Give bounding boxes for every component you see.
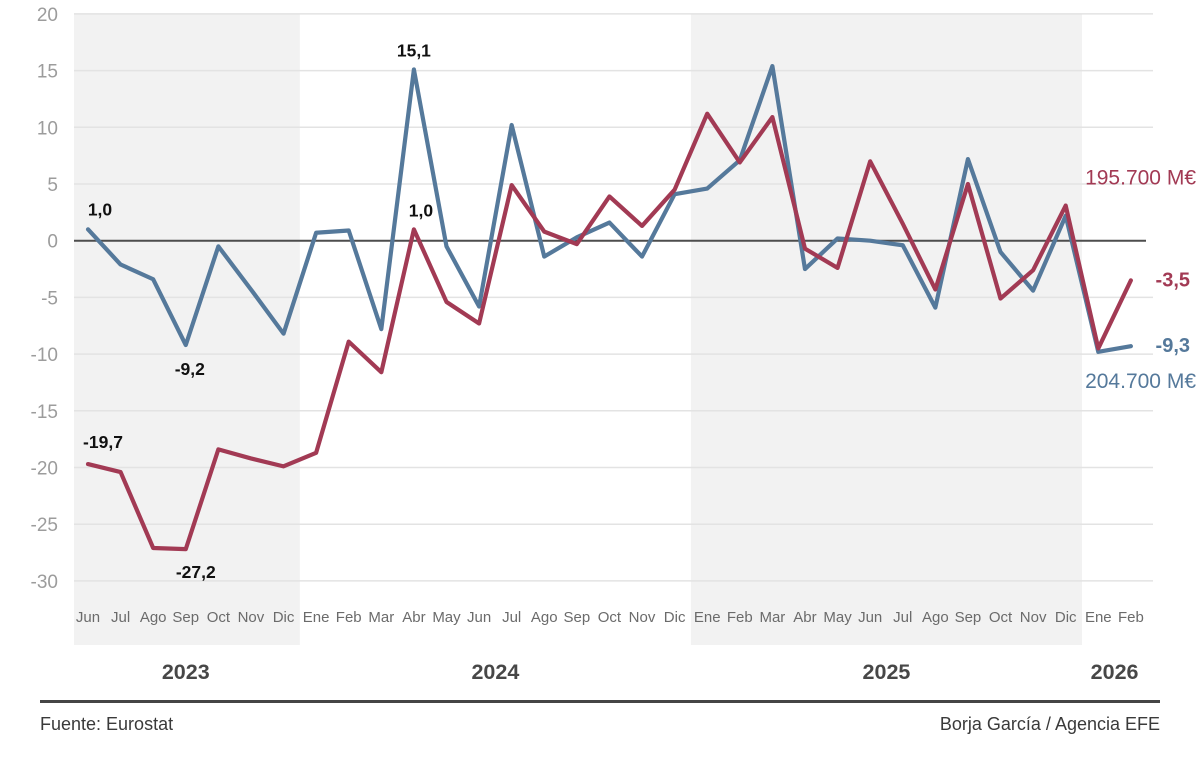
- line-chart: 20 15 10 5 0 -5 -10 -15 -20 -25 -30 Jun Jul Ago Sep Oct…: [31, 5, 1197, 684]
- month-label: Jul: [502, 609, 521, 626]
- month-label: Nov: [1020, 609, 1047, 626]
- month-label: Oct: [207, 609, 231, 626]
- y-tick-label-0: 0: [47, 232, 58, 253]
- month-label: Sep: [563, 609, 590, 626]
- month-label: Jun: [467, 609, 491, 626]
- y-tick-label--15: -15: [31, 402, 58, 423]
- credit-text: Borja García / Agencia EFE: [939, 714, 1160, 734]
- month-label: Nov: [238, 609, 265, 626]
- month-label: Abr: [402, 609, 425, 626]
- trade-evolution-chart-card: 20 15 10 5 0 -5 -10 -15 -20 -25 -30 Jun Jul Ago Sep Oct…: [31, 5, 1197, 735]
- value-annotation: 15,1: [397, 40, 431, 60]
- month-label: Abr: [793, 609, 816, 626]
- month-label: Dic: [1055, 609, 1077, 626]
- month-label: Feb: [727, 609, 753, 626]
- y-tick-label-5: 5: [47, 175, 58, 196]
- chart-footer: Fuente: Eurostat Borja García / Agencia …: [40, 700, 1160, 735]
- month-label: Feb: [1118, 609, 1144, 626]
- month-label: Ago: [140, 609, 167, 626]
- month-label: Oct: [989, 609, 1013, 626]
- month-label: Dic: [273, 609, 295, 626]
- y-tick-label-20: 20: [37, 5, 58, 26]
- month-label: Ene: [303, 609, 330, 626]
- month-label: Ene: [1085, 609, 1112, 626]
- month-label: Sep: [172, 609, 199, 626]
- series-line-red: [85, 111, 1133, 552]
- year-label-2026: 2026: [1091, 660, 1139, 684]
- y-tick-label--25: -25: [31, 515, 58, 536]
- y-tick-label--5: -5: [41, 288, 58, 309]
- source-text: Fuente: Eurostat: [40, 714, 174, 734]
- month-label: Oct: [598, 609, 622, 626]
- value-annotation: 1,0: [88, 199, 113, 219]
- month-label: Ene: [694, 609, 721, 626]
- year-label-2024: 2024: [471, 660, 519, 684]
- month-label: Jun: [858, 609, 882, 626]
- month-label: Nov: [629, 609, 656, 626]
- month-label: May: [823, 609, 852, 626]
- month-label: Jul: [893, 609, 912, 626]
- series-end-total-label-red: 195.700 M€: [1085, 166, 1196, 189]
- y-tick-label--10: -10: [31, 345, 58, 366]
- y-tick-label-15: 15: [37, 62, 58, 83]
- series-end-value-label-red: -3,5: [1156, 269, 1190, 291]
- footer-divider: [40, 700, 1160, 703]
- value-annotation: -27,2: [176, 562, 216, 582]
- series-line-blue: [85, 63, 1133, 354]
- month-label: Ago: [531, 609, 558, 626]
- month-label: Dic: [664, 609, 686, 626]
- value-annotation: 1,0: [409, 200, 434, 220]
- month-label: Ago: [922, 609, 949, 626]
- month-label: Jul: [111, 609, 130, 626]
- month-label: Mar: [759, 609, 785, 626]
- month-label: Jun: [76, 609, 100, 626]
- value-annotation: -19,7: [83, 432, 123, 452]
- series-end-total-label-blue: 204.700 M€: [1085, 370, 1196, 393]
- y-tick-label-10: 10: [37, 118, 58, 139]
- series-end-value-label-blue: -9,3: [1156, 335, 1190, 357]
- month-label: Feb: [336, 609, 362, 626]
- y-tick-label--30: -30: [31, 572, 58, 593]
- value-annotation: -9,2: [175, 359, 205, 379]
- month-label: May: [432, 609, 461, 626]
- year-band-2025: [690, 14, 1082, 645]
- month-label: Sep: [955, 609, 982, 626]
- y-tick-label--20: -20: [31, 459, 58, 480]
- month-label: Mar: [368, 609, 394, 626]
- year-label-2023: 2023: [162, 660, 210, 684]
- year-label-2025: 2025: [863, 660, 911, 684]
